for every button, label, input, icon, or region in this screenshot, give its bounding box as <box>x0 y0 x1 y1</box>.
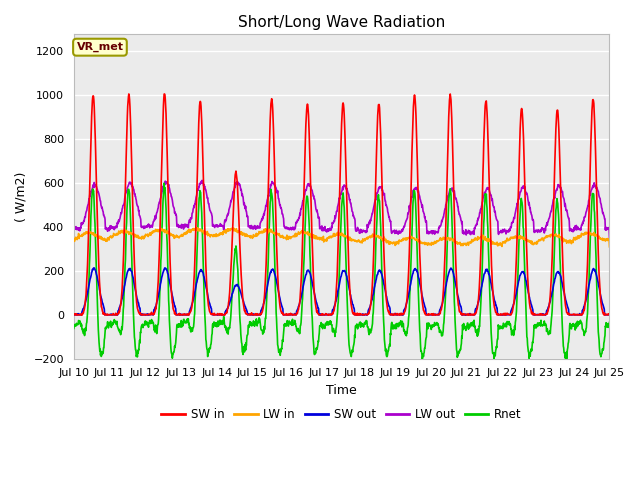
X-axis label: Time: Time <box>326 384 357 397</box>
Y-axis label: ( W/m2): ( W/m2) <box>15 171 28 221</box>
Text: VR_met: VR_met <box>76 42 124 52</box>
Title: Short/Long Wave Radiation: Short/Long Wave Radiation <box>238 15 445 30</box>
Legend: SW in, LW in, SW out, LW out, Rnet: SW in, LW in, SW out, LW out, Rnet <box>157 404 527 426</box>
